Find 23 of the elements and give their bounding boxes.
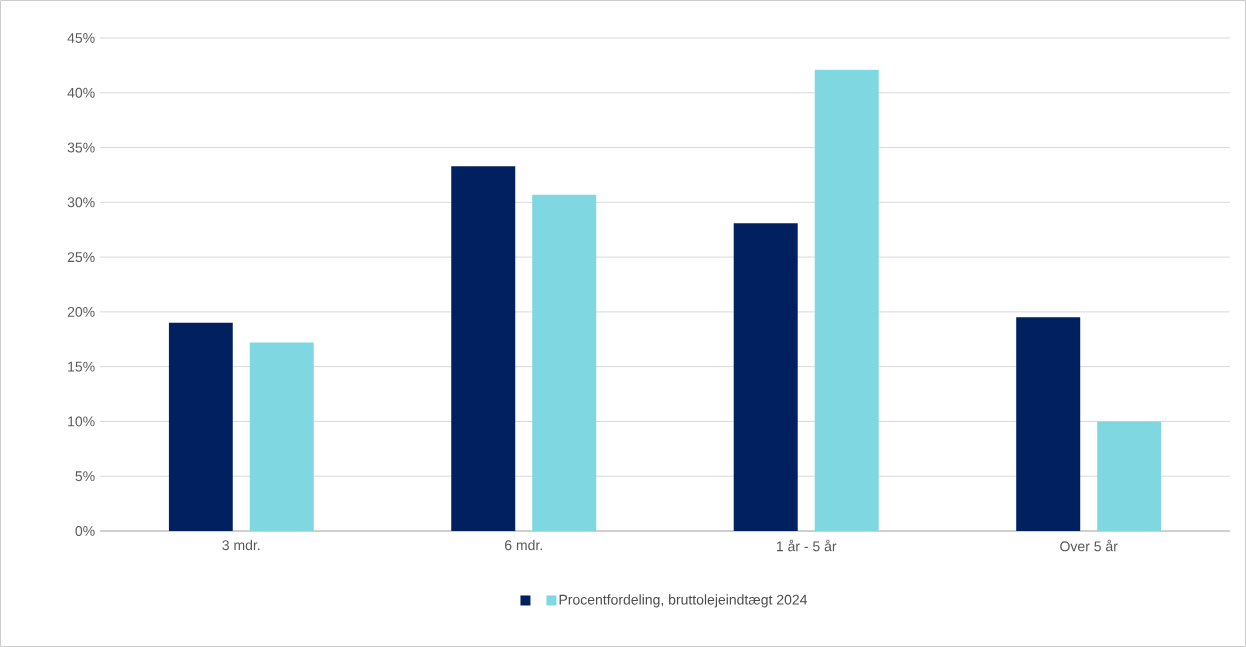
bar <box>451 166 516 531</box>
bar <box>1016 317 1081 531</box>
y-tick-label: 10% <box>68 416 95 427</box>
bar <box>532 194 597 531</box>
y-tick-label: 15% <box>68 361 95 372</box>
legend-label: Procentfordeling, bruttolejeindtægt 2024 <box>559 594 808 608</box>
x-tick-label: Over 5 år <box>1060 539 1118 552</box>
bar <box>249 342 314 531</box>
y-tick-label: 45% <box>67 33 95 43</box>
y-tick-label: 40% <box>67 87 95 98</box>
x-tick-label: 6 mdr. <box>504 539 542 551</box>
y-tick-label: 0% <box>75 526 95 536</box>
y-tick-label: 30% <box>67 197 95 208</box>
bar <box>1097 421 1162 531</box>
y-tick-label: 5% <box>75 471 95 482</box>
y-tick-label: 20% <box>67 306 95 317</box>
x-tick-label: 1 år - 5 år <box>776 539 837 552</box>
bar <box>168 322 233 531</box>
y-tick-label: 35% <box>67 142 95 153</box>
bar <box>814 69 879 531</box>
y-tick-label: 25% <box>67 252 95 263</box>
bar <box>733 223 798 531</box>
x-tick-label: 3 mdr. <box>222 539 260 551</box>
